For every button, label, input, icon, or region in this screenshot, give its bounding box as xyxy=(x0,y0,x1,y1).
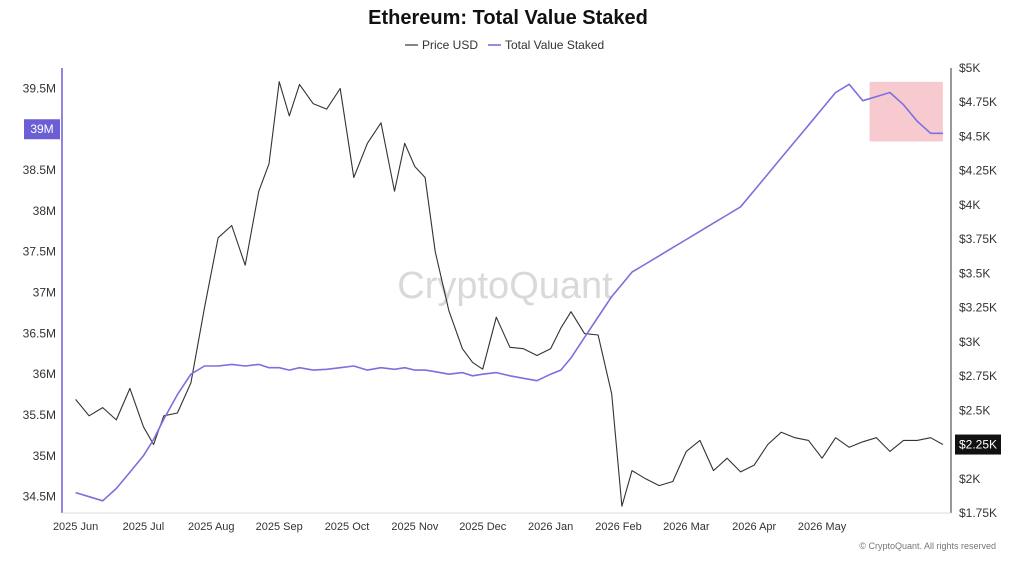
right-tick-label: $4K xyxy=(959,198,980,212)
right-tick-label: $3.75K xyxy=(959,232,997,246)
left-tick-label: 38.5M xyxy=(23,163,56,177)
axes-layer xyxy=(61,68,952,514)
right-current-badge-label: $2.25K xyxy=(959,438,997,452)
right-tick-label: $4.5K xyxy=(959,129,990,143)
x-tick-label: 2025 Sep xyxy=(256,521,303,533)
right-tick-label: $4.25K xyxy=(959,164,997,178)
right-tick-label: $3.5K xyxy=(959,266,990,280)
x-tick-label: 2025 Nov xyxy=(391,521,439,533)
left-current-badge xyxy=(24,119,60,140)
right-tick-label: $2.75K xyxy=(959,369,997,383)
right-tick-label: $3.25K xyxy=(959,301,997,315)
right-tick-label: $2.5K xyxy=(959,403,990,417)
chart-title: Ethereum: Total Value Staked xyxy=(368,7,648,29)
x-tick-label: 2025 Jul xyxy=(123,521,165,533)
left-tick-label: 35M xyxy=(33,449,56,463)
right-current-badge xyxy=(955,434,1001,455)
left-tick-label: 37M xyxy=(33,286,56,300)
left-tick-label: 34.5M xyxy=(23,490,56,504)
right-tick-label: $1.75K xyxy=(959,506,997,520)
x-tick-label: 2026 Mar xyxy=(663,521,710,533)
highlight-box xyxy=(869,81,943,142)
left-tick-label: 36M xyxy=(33,367,56,381)
right-tick-label: $5K xyxy=(959,61,980,75)
x-tick-label: 2025 Jun xyxy=(53,521,98,533)
series-total-value-staked-line[interactable] xyxy=(75,83,943,502)
legend[interactable]: Price USD Total Value Staked xyxy=(405,38,604,52)
right-axis-ticks: $1.75K $2K $2.5K $2.75K $3K $3.25K $3.5K $3.75K… xyxy=(959,61,997,520)
left-tick-label: 37.5M xyxy=(23,245,56,259)
right-tick-label: $4.75K xyxy=(959,95,997,109)
left-tick-label: 36.5M xyxy=(23,326,56,340)
x-tick-label: 2026 Jan xyxy=(528,521,573,533)
watermark: CryptoQuant xyxy=(397,265,613,307)
x-tick-label: 2025 Oct xyxy=(325,521,370,533)
x-tick-label: 2026 Apr xyxy=(732,521,776,533)
left-tick-label: 35.5M xyxy=(23,408,56,422)
highlight-layer xyxy=(869,81,943,142)
x-tick-label: 2026 May xyxy=(798,521,847,533)
x-tick-label: 2025 Aug xyxy=(188,521,235,533)
lines-layer xyxy=(75,81,944,507)
left-axis-ticks: 34.5M 35M 35.5M 36M 36.5M 37M 37.5M 38M 38.5M 39.… xyxy=(23,81,56,503)
left-current-badge-label: 39M xyxy=(30,122,53,136)
x-tick-label: 2025 Dec xyxy=(459,521,507,533)
legend-staked-label[interactable]: Total Value Staked xyxy=(505,38,604,52)
left-tick-label: 39.5M xyxy=(23,81,56,95)
x-axis-ticks: 2025 Jun 2025 Jul 2025 Aug 2025 Sep 2025 Oct… xyxy=(53,521,847,533)
right-tick-label: $3K xyxy=(959,335,980,349)
footer-copyright: © CryptoQuant. All rights reserved xyxy=(859,541,996,551)
series-price-usd-line[interactable] xyxy=(75,81,944,507)
legend-price-label[interactable]: Price USD xyxy=(422,38,478,52)
current-value-badges: 39M $2.25K xyxy=(24,119,1001,455)
right-tick-label: $2K xyxy=(959,472,980,486)
left-tick-label: 38M xyxy=(33,204,56,218)
x-tick-label: 2026 Feb xyxy=(595,521,641,533)
